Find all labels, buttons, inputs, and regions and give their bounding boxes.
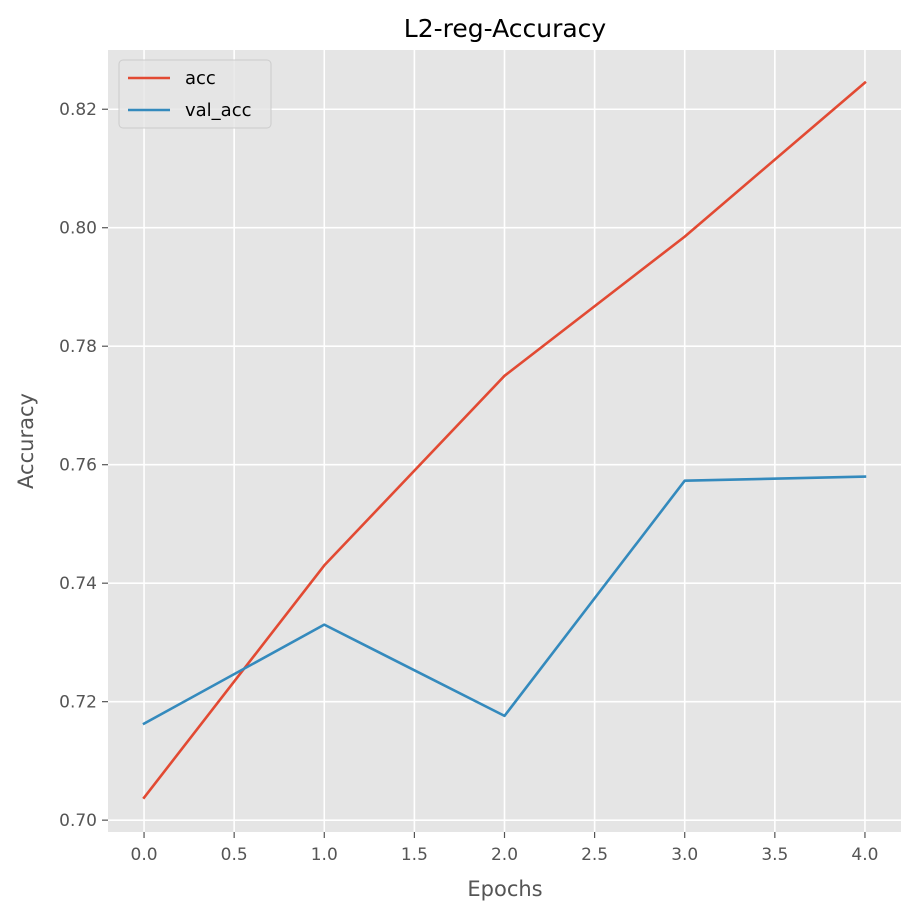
legend: acc val_acc [118, 59, 272, 129]
x-axis-ticks: 0.0 0.5 1.0 1.5 2.0 2.5 3.0 3.5 4.0 [131, 832, 878, 865]
y-axis-label: Accuracy [14, 393, 38, 489]
x-tick-label: 4.0 [851, 845, 878, 865]
y-tick-label: 0.82 [59, 100, 97, 120]
x-axis-label: Epochs [467, 877, 542, 901]
series-line-acc [142, 80, 867, 800]
y-tick-label: 0.74 [59, 574, 97, 594]
series-layer [142, 80, 867, 800]
x-tick-label: 0.0 [131, 845, 158, 865]
x-tick-label: 1.0 [311, 845, 338, 865]
x-tick-label: 0.5 [221, 845, 248, 865]
y-tick-label: 0.76 [59, 456, 97, 476]
x-tick-label: 2.0 [491, 845, 518, 865]
y-tick-label: 0.70 [59, 811, 97, 831]
series-line-val-acc [142, 475, 867, 726]
grid [108, 50, 901, 832]
legend-label-val-acc: val_acc [185, 100, 252, 121]
y-axis-ticks: 0.70 0.72 0.74 0.76 0.78 0.80 0.82 [59, 100, 108, 831]
x-tick-label: 3.5 [761, 845, 788, 865]
x-tick-label: 3.0 [671, 845, 698, 865]
y-tick-label: 0.80 [59, 219, 97, 239]
x-tick-label: 2.5 [581, 845, 608, 865]
y-tick-label: 0.78 [59, 337, 97, 357]
legend-label-acc: acc [185, 68, 216, 89]
chart-title: L2-reg-Accuracy [404, 14, 607, 43]
y-tick-label: 0.72 [59, 693, 97, 713]
x-tick-label: 1.5 [401, 845, 428, 865]
